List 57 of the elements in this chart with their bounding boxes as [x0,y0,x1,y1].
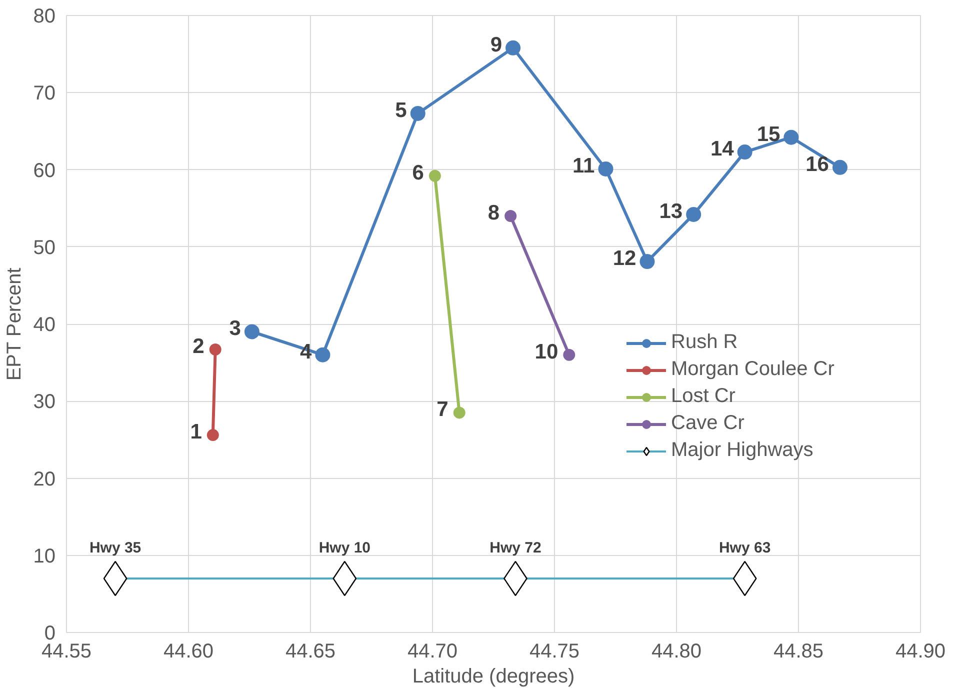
annotation: 2 [192,334,204,358]
point [832,160,848,175]
legend-label: Lost Cr [671,385,736,408]
x-tick-label: 44.60 [163,640,214,662]
point [598,161,614,176]
annotation: 8 [488,202,500,225]
y-tick-label: 80 [33,6,56,28]
legend-label: Major Highways [671,439,814,462]
point [784,130,799,145]
point [428,170,441,182]
point [244,324,260,340]
annotation: 10 [534,340,558,364]
point [453,406,466,419]
y-tick-label: 30 [33,391,56,414]
x-tick-label: 44.70 [407,640,458,662]
y-tick-label: 60 [33,160,56,182]
x-tick-label: 44.80 [651,640,702,662]
annotation: 16 [806,152,829,176]
x-tick-label: 44.65 [285,640,336,662]
point [506,40,521,56]
point [315,347,330,362]
legend-label: Cave Cr [671,412,744,435]
annotation: 3 [229,317,241,340]
annotation: 7 [436,398,448,422]
y-tick-label: 40 [33,314,56,336]
x-tick-label: 44.90 [895,640,946,662]
point [209,343,222,356]
annotation: 15 [756,122,780,146]
point [640,254,655,270]
annotation: 9 [490,33,502,56]
annotation: Hwy 10 [318,540,371,557]
point [563,348,576,361]
point [504,210,517,222]
y-tick-label: 20 [33,468,56,490]
annotation: Hwy 63 [718,540,771,557]
y-tick-label: 10 [33,545,56,568]
legend-label: Rush R [671,331,738,354]
annotation: 11 [572,154,596,178]
annotation: Hwy 72 [490,540,542,557]
x-tick-label: 44.75 [529,640,580,662]
annotation: 13 [659,200,683,223]
annotation: 12 [612,247,636,270]
annotation: 14 [710,138,734,161]
x-tick-label: 44.85 [773,640,824,662]
y-tick-label: 50 [33,236,56,259]
legend-label: Morgan Coulee Cr [671,358,834,381]
annotation: 1 [190,420,202,444]
point [206,429,219,442]
y-axis-title: EPT Percent [3,267,26,381]
x-axis-title: Latitude (degrees) [412,666,575,688]
annotation: Hwy 35 [89,540,142,557]
annotation: 5 [395,98,408,122]
point [686,206,702,222]
point [410,106,426,121]
annotation: 6 [412,161,424,184]
y-tick-label: 70 [33,82,56,105]
point [737,144,752,160]
